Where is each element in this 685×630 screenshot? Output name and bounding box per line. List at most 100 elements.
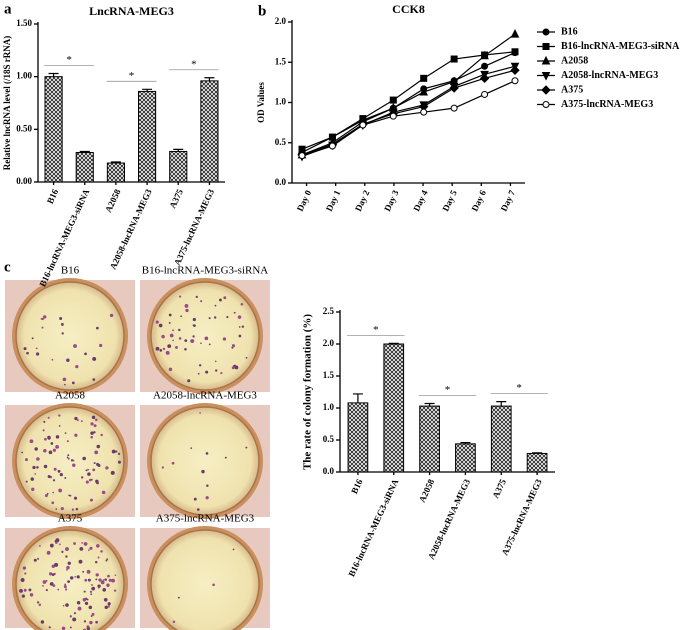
line-marker bbox=[511, 48, 519, 56]
colony bbox=[57, 588, 60, 591]
colony bbox=[240, 302, 244, 306]
colony bbox=[79, 546, 84, 551]
colony bbox=[69, 615, 72, 618]
colony bbox=[54, 540, 57, 543]
colony bbox=[64, 432, 67, 434]
colony bbox=[106, 583, 110, 587]
colony bbox=[42, 315, 47, 319]
colony bbox=[63, 585, 67, 589]
colony bbox=[172, 339, 174, 342]
y-tick-label: 1.0 bbox=[275, 97, 287, 107]
colony bbox=[172, 620, 176, 624]
significance-star: * bbox=[129, 70, 135, 82]
colony bbox=[55, 435, 60, 439]
line-marker bbox=[481, 62, 489, 70]
colony bbox=[53, 467, 57, 471]
colony bbox=[90, 422, 94, 426]
colony bbox=[111, 578, 115, 583]
dish bbox=[15, 529, 125, 630]
colony bbox=[175, 345, 178, 349]
x-tick-label: A375 bbox=[167, 187, 185, 210]
y-tick-label: 0.0 bbox=[323, 466, 335, 476]
colony bbox=[212, 583, 215, 587]
colony bbox=[97, 464, 101, 468]
colony bbox=[73, 496, 78, 500]
colony bbox=[73, 612, 76, 615]
colony bbox=[115, 450, 118, 453]
colony bbox=[42, 585, 44, 587]
colony bbox=[57, 469, 61, 473]
colony bbox=[66, 440, 69, 443]
legend-marker bbox=[542, 28, 550, 36]
colony bbox=[28, 588, 32, 592]
colony bbox=[172, 329, 174, 332]
colony bbox=[200, 342, 202, 345]
dish bbox=[150, 406, 260, 516]
colony bbox=[103, 597, 108, 602]
colony bbox=[90, 615, 93, 617]
colony bbox=[47, 475, 51, 479]
line-marker bbox=[450, 55, 458, 63]
colony bbox=[37, 601, 40, 604]
legend-marker bbox=[541, 72, 551, 81]
colony bbox=[81, 476, 84, 479]
line-marker bbox=[298, 152, 306, 160]
colony bbox=[81, 542, 84, 544]
colony bbox=[70, 459, 74, 462]
bar bbox=[455, 443, 476, 473]
colony bbox=[20, 578, 25, 582]
bar bbox=[138, 90, 157, 183]
colony bbox=[67, 454, 70, 457]
colony bbox=[238, 334, 242, 338]
colony bbox=[21, 451, 24, 454]
colony bbox=[161, 466, 165, 469]
colony bbox=[96, 326, 99, 330]
colony bbox=[86, 569, 91, 574]
colony bbox=[102, 588, 107, 592]
colony bbox=[61, 550, 64, 553]
colony bbox=[161, 334, 165, 339]
colony bbox=[110, 470, 115, 475]
colony bbox=[162, 347, 166, 351]
colony bbox=[52, 448, 57, 452]
error-bar bbox=[388, 342, 399, 344]
colony bbox=[62, 377, 67, 382]
colony bbox=[82, 570, 85, 573]
y-tick-label: 1.5 bbox=[323, 370, 335, 380]
x-tick-label: Day 0 bbox=[295, 188, 314, 213]
colony bbox=[105, 466, 109, 470]
colony bbox=[33, 558, 37, 562]
colony bbox=[49, 582, 54, 586]
colony bbox=[100, 433, 103, 437]
colony bbox=[197, 372, 200, 375]
colony bbox=[117, 452, 121, 455]
dish bbox=[150, 529, 260, 630]
colony bbox=[104, 605, 108, 610]
colony bbox=[76, 601, 81, 605]
line-marker bbox=[449, 83, 459, 93]
x-tick-label: A2058 bbox=[417, 477, 437, 504]
colony bbox=[78, 559, 83, 564]
colony bbox=[88, 605, 93, 610]
colony bbox=[40, 620, 45, 624]
colony bbox=[85, 469, 88, 472]
line-marker bbox=[480, 50, 489, 60]
photo-label: A2058-lncRNA-MEG3 bbox=[153, 390, 257, 402]
colony bbox=[25, 480, 28, 483]
series-line bbox=[301, 69, 516, 156]
y-tick-label: 2.0 bbox=[275, 16, 287, 26]
colony bbox=[47, 416, 50, 419]
colony bbox=[90, 435, 93, 439]
legend-marker bbox=[542, 43, 550, 50]
colony bbox=[58, 414, 61, 417]
dish bbox=[15, 406, 125, 516]
y-tick-label: 2.0 bbox=[323, 338, 335, 348]
colony bbox=[205, 452, 209, 455]
x-tick-label: Day 6 bbox=[470, 188, 489, 213]
x-tick-label: A2058-lncRNA-MEG3 bbox=[426, 477, 472, 561]
colony bbox=[195, 295, 198, 299]
colony bbox=[91, 415, 96, 420]
series-line bbox=[301, 80, 516, 157]
colony bbox=[89, 478, 92, 482]
colony bbox=[199, 412, 201, 414]
